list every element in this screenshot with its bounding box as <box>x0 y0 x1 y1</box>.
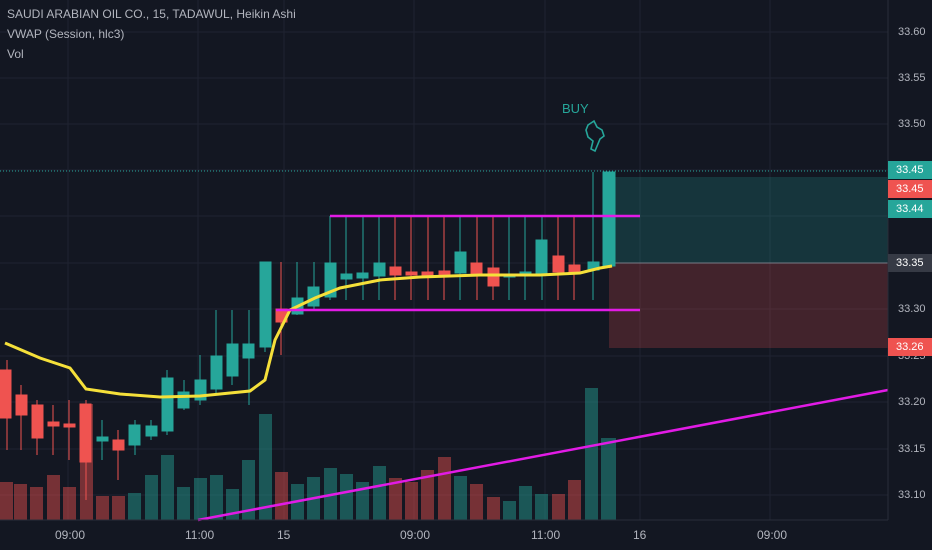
candle <box>535 216 548 300</box>
position-loss-zone[interactable] <box>609 263 888 348</box>
volume-bar <box>454 476 467 520</box>
stop-loss-price-tag: 33.26 <box>888 338 932 356</box>
hand-pointer-icon <box>585 119 605 153</box>
time-tick: 11:00 <box>531 528 561 542</box>
candle <box>210 310 223 395</box>
volume-bar <box>568 480 581 520</box>
entry-price-tag: 33.35 <box>888 254 932 272</box>
price-tick: 33.50 <box>898 118 926 130</box>
volume-bar <box>259 414 272 520</box>
target-price-tag: 33.44 <box>888 200 932 218</box>
trendline <box>197 388 889 522</box>
volume-bar <box>96 496 109 520</box>
candle <box>96 420 109 460</box>
volume-bar <box>161 455 174 520</box>
candle <box>226 310 239 385</box>
candle <box>307 262 320 310</box>
volume-bar <box>535 494 548 520</box>
volume-bar <box>389 478 402 520</box>
vwap-indicator-label[interactable]: VWAP (Session, hlc3) <box>7 27 125 41</box>
candle <box>389 216 402 300</box>
position-profit-zone[interactable] <box>609 177 888 263</box>
volume-bar <box>14 484 27 520</box>
candle <box>324 216 337 300</box>
candle <box>454 216 467 300</box>
price-tick: 33.30 <box>898 303 926 315</box>
candle <box>112 430 125 480</box>
candle <box>602 171 616 268</box>
time-tick: 15 <box>277 528 291 542</box>
volume-bar <box>210 475 223 520</box>
candle <box>0 360 12 450</box>
candle <box>31 400 44 455</box>
volume-bar <box>405 482 418 520</box>
volume-bar <box>47 475 60 520</box>
candle <box>63 400 76 460</box>
price-tick: 33.15 <box>898 443 926 455</box>
volume-bar <box>112 496 125 520</box>
candle <box>470 216 483 300</box>
volume-bar <box>194 478 207 520</box>
volume-bar <box>585 388 598 520</box>
candle <box>47 405 60 455</box>
candle <box>373 216 386 300</box>
candle <box>15 385 28 450</box>
time-tick: 09:00 <box>757 528 788 542</box>
volume-bar <box>128 493 141 520</box>
volume-indicator-label[interactable]: Vol <box>7 47 24 61</box>
volume-bar <box>145 475 158 520</box>
drawings[interactable] <box>197 214 889 522</box>
last-price-tag: 33.45 <box>888 161 932 179</box>
candle <box>587 172 600 300</box>
candle <box>568 216 581 300</box>
volume-bar <box>356 482 369 520</box>
volume-bar <box>0 482 13 520</box>
candle <box>275 262 288 355</box>
volume-bar <box>421 470 434 520</box>
candle <box>421 216 434 300</box>
candle <box>128 420 141 455</box>
time-tick: 11:00 <box>185 528 215 542</box>
volume-bar <box>30 487 43 520</box>
symbol-title[interactable]: SAUDI ARABIAN OIL CO., 15, TADAWUL, Heik… <box>7 7 296 21</box>
candle <box>552 216 565 300</box>
candle <box>242 310 255 405</box>
candle <box>405 216 418 300</box>
volume-bar <box>552 494 565 520</box>
buy-signal-label: BUY <box>562 101 589 116</box>
volume-bar <box>275 472 288 520</box>
price-tick: 33.10 <box>898 489 926 501</box>
stop-price-tag: 33.45 <box>888 180 932 198</box>
candle <box>438 216 451 300</box>
volume-bar <box>177 487 190 520</box>
time-tick: 09:00 <box>400 528 431 542</box>
candle <box>503 216 516 300</box>
time-tick: 16 <box>633 528 647 542</box>
volume-bar <box>601 438 616 520</box>
price-tick: 33.60 <box>898 26 926 38</box>
candles <box>0 171 616 500</box>
candle <box>161 370 174 435</box>
candle <box>487 216 500 300</box>
volume-bar <box>438 457 451 520</box>
candle <box>259 261 272 352</box>
price-tick: 33.55 <box>898 72 926 84</box>
candle <box>519 216 532 300</box>
volume-bar <box>63 487 76 520</box>
volume-bar <box>503 501 516 520</box>
vwap-line <box>4 264 613 399</box>
candle <box>79 400 92 500</box>
volume-bar <box>470 484 483 520</box>
candle <box>356 216 369 300</box>
volume-bar <box>519 486 532 520</box>
volume-bar <box>373 466 386 520</box>
price-tick: 33.20 <box>898 396 926 408</box>
candle <box>145 420 158 440</box>
time-tick: 09:00 <box>55 528 86 542</box>
volume-bar <box>487 497 500 520</box>
volume-bar <box>242 460 255 520</box>
volume-bar <box>340 474 353 520</box>
